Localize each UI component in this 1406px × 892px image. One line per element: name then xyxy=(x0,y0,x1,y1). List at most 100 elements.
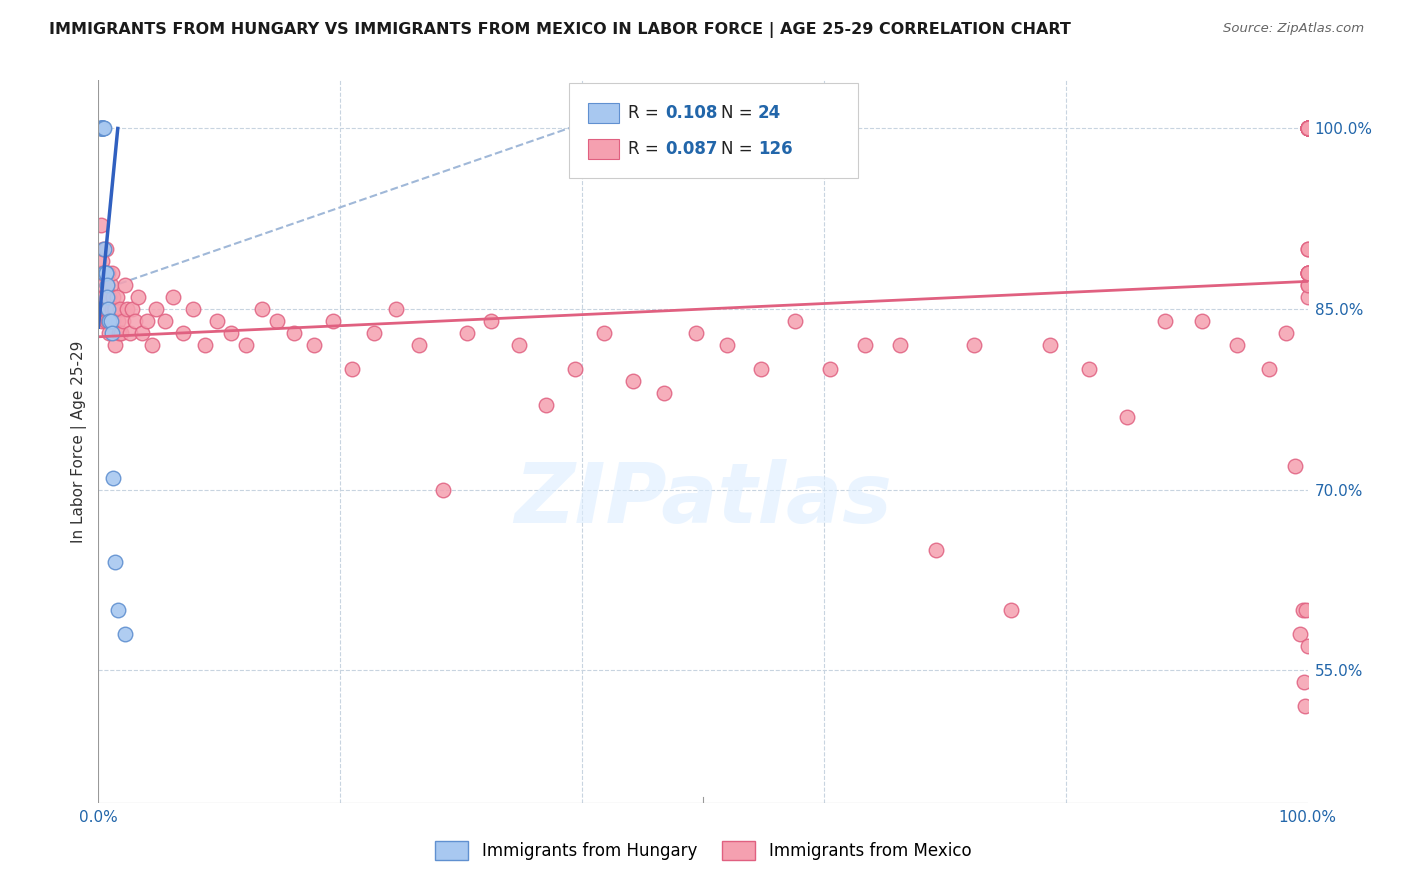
Point xyxy=(93,290,115,304)
Point xyxy=(221,326,243,341)
Point xyxy=(127,290,149,304)
Point xyxy=(1296,290,1319,304)
Point xyxy=(94,266,117,280)
Point xyxy=(205,314,228,328)
Point xyxy=(90,301,112,317)
Point xyxy=(534,398,557,412)
Point xyxy=(90,218,112,232)
Point xyxy=(94,266,117,280)
Point xyxy=(93,121,115,136)
Point xyxy=(98,314,121,328)
Point xyxy=(104,338,127,352)
Point xyxy=(93,266,115,280)
Point xyxy=(889,338,911,352)
Point xyxy=(1296,242,1319,256)
Point xyxy=(1296,121,1319,136)
Point xyxy=(91,278,114,293)
Y-axis label: In Labor Force | Age 25-29: In Labor Force | Age 25-29 xyxy=(72,341,87,542)
Point xyxy=(783,314,806,328)
Point xyxy=(564,362,586,376)
Point xyxy=(342,362,364,376)
Point xyxy=(266,314,288,328)
Point xyxy=(1296,121,1319,136)
Point xyxy=(100,266,122,280)
Point xyxy=(114,627,136,641)
Point xyxy=(1296,121,1319,136)
Text: N =: N = xyxy=(721,140,758,158)
Point xyxy=(432,483,454,497)
Point xyxy=(118,326,141,341)
Point xyxy=(172,326,194,341)
Text: 0.087: 0.087 xyxy=(665,140,717,158)
Point xyxy=(283,326,305,341)
Point xyxy=(1296,266,1319,280)
Point xyxy=(91,121,114,136)
Point xyxy=(481,314,503,328)
Point xyxy=(153,314,176,328)
Text: 24: 24 xyxy=(758,104,782,122)
Point xyxy=(1191,314,1213,328)
Point xyxy=(90,121,112,136)
Point xyxy=(91,266,114,280)
Point xyxy=(235,338,257,352)
Point xyxy=(621,375,644,389)
Point xyxy=(1296,121,1319,136)
Point xyxy=(322,314,344,328)
Point xyxy=(100,278,122,293)
Point xyxy=(93,242,115,256)
Point xyxy=(97,266,120,280)
Point xyxy=(103,301,125,317)
Point xyxy=(91,242,114,256)
Point xyxy=(91,290,114,304)
Point xyxy=(1296,121,1319,136)
Point xyxy=(96,278,118,293)
Point xyxy=(131,326,153,341)
Point xyxy=(97,290,120,304)
Point xyxy=(91,121,114,136)
Point xyxy=(94,266,117,280)
Point xyxy=(250,301,273,317)
Point xyxy=(1292,675,1315,690)
Point xyxy=(91,121,114,136)
Point xyxy=(94,242,117,256)
Point xyxy=(1296,266,1319,280)
Point xyxy=(96,290,118,304)
Point xyxy=(1296,121,1319,136)
Point xyxy=(685,326,707,341)
Point xyxy=(1296,121,1319,136)
Point xyxy=(385,301,408,317)
Point xyxy=(100,314,122,328)
Point xyxy=(652,386,675,401)
Point xyxy=(101,314,124,328)
Point xyxy=(363,326,385,341)
Point xyxy=(100,326,122,341)
Point xyxy=(925,542,948,557)
Text: ZIPatlas: ZIPatlas xyxy=(515,458,891,540)
Point xyxy=(1296,121,1319,136)
Point xyxy=(1296,121,1319,136)
Point xyxy=(181,301,204,317)
Point xyxy=(124,314,146,328)
Point xyxy=(716,338,738,352)
Point xyxy=(91,121,114,136)
Point xyxy=(101,471,124,485)
Point xyxy=(1296,278,1319,293)
Point xyxy=(1296,121,1319,136)
Point xyxy=(98,290,121,304)
Point xyxy=(91,121,114,136)
Point xyxy=(592,326,614,341)
Point xyxy=(121,301,143,317)
Point xyxy=(141,338,163,352)
Text: 126: 126 xyxy=(758,140,793,158)
Point xyxy=(1296,121,1319,136)
Point xyxy=(1296,266,1319,280)
Point xyxy=(1039,338,1062,352)
Point xyxy=(117,301,139,317)
Point xyxy=(105,290,128,304)
Point xyxy=(100,314,122,328)
Point xyxy=(456,326,478,341)
Point xyxy=(1296,266,1319,280)
Point xyxy=(104,555,127,569)
Point xyxy=(96,278,118,293)
Point xyxy=(91,254,114,268)
